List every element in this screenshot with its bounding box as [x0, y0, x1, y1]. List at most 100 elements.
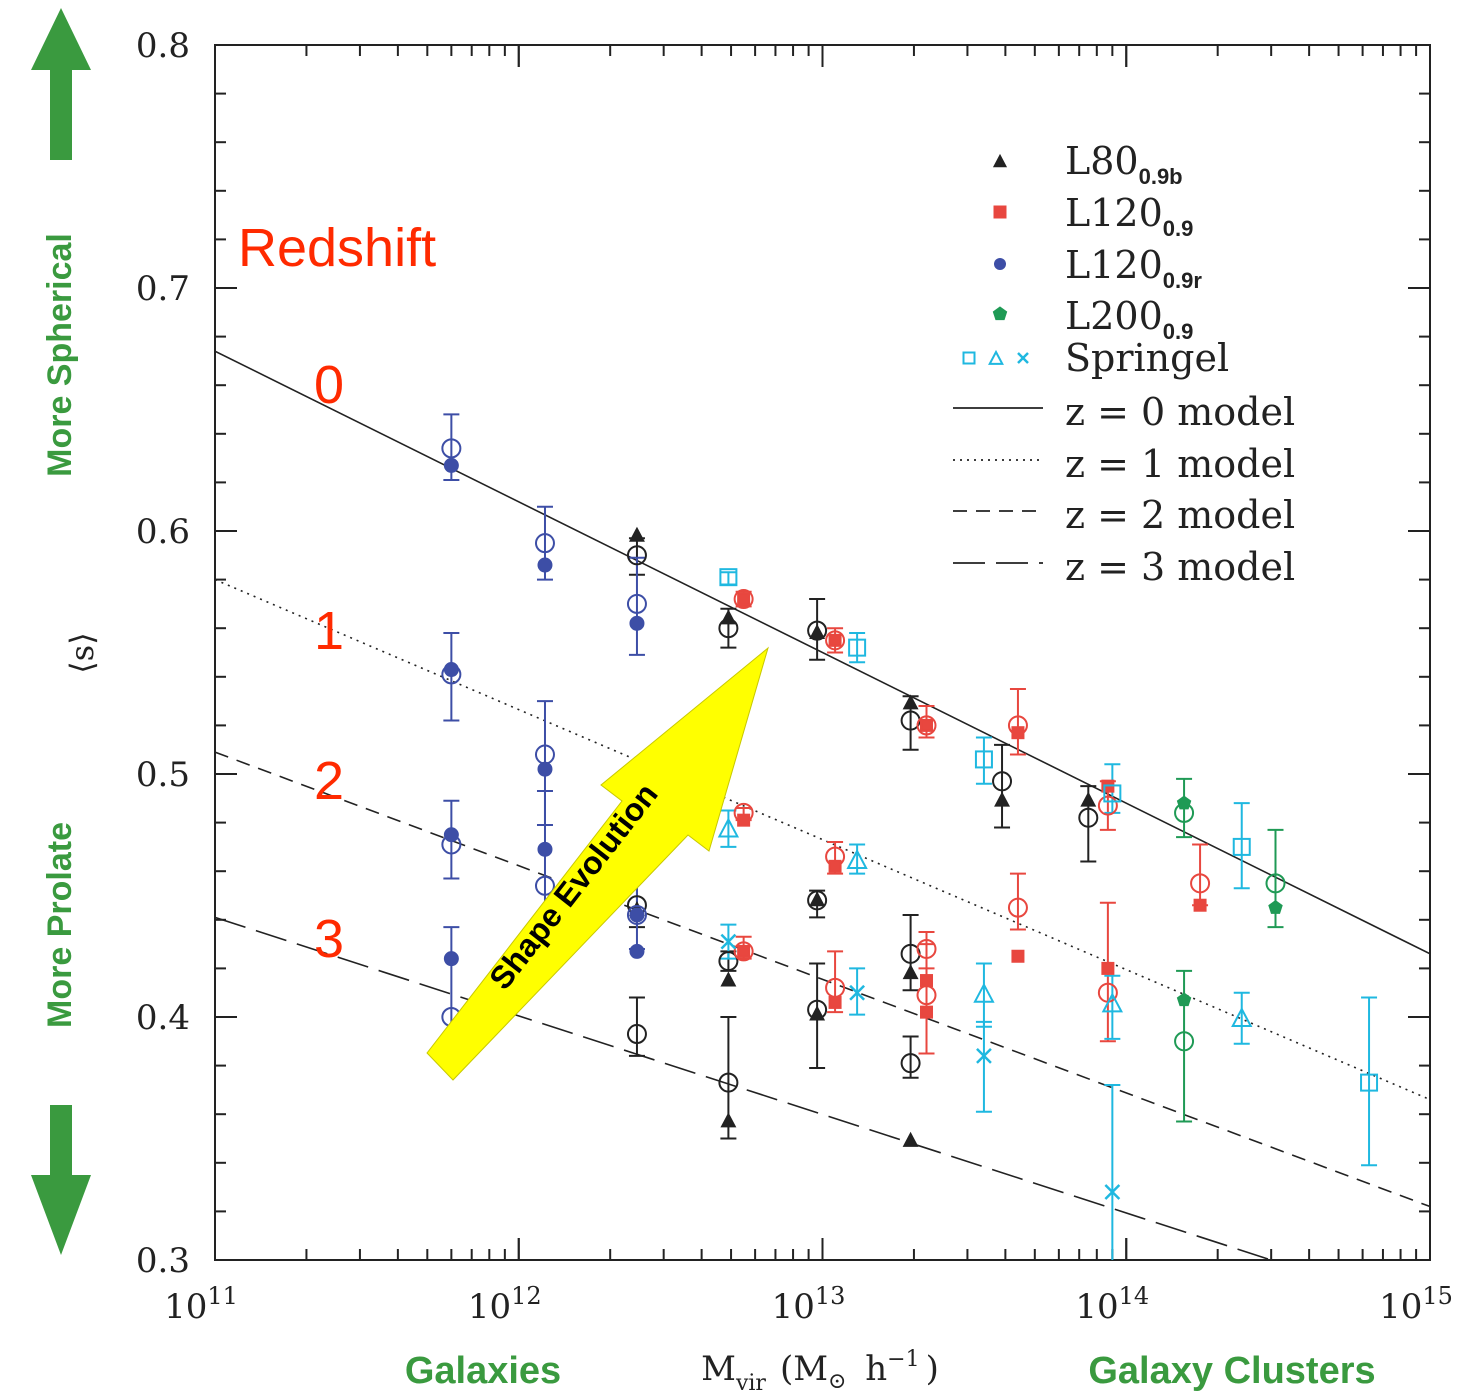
x-tick-labels: 1011 1012 1013 1014 1015 — [164, 1282, 1453, 1327]
l80-point — [902, 964, 919, 980]
cross-stroke — [720, 933, 737, 950]
l120-point — [920, 718, 934, 732]
y-axis-label: ⟨s⟩ — [63, 632, 101, 673]
legend-sub: 0.9r — [1163, 268, 1203, 293]
open-circle-point — [733, 941, 754, 962]
open-circle-point — [1078, 807, 1099, 828]
x-tick-exp: 11 — [207, 1282, 238, 1310]
l120-point — [1193, 898, 1207, 912]
l120r-point — [629, 943, 645, 959]
springel-square-point — [1103, 784, 1122, 803]
l80-point — [720, 609, 737, 625]
l80-point — [809, 891, 826, 907]
x-axis-label-h-exp: −1 — [887, 1347, 919, 1372]
l120-point — [828, 859, 842, 873]
l80-point — [720, 1112, 737, 1128]
legend-name: z = 2 model — [1065, 493, 1295, 537]
cross-stroke — [1017, 352, 1029, 364]
legend-name: z = 1 model — [1065, 442, 1295, 486]
x-tick-exp: 14 — [1119, 1282, 1150, 1310]
l200-point — [1268, 900, 1283, 914]
l120-point — [1011, 949, 1025, 963]
more-spherical-arrow-icon — [31, 8, 91, 160]
x-axis-label-m: M — [701, 1349, 736, 1389]
legend-marker — [992, 306, 1008, 321]
x-tick-exp: 13 — [815, 1282, 846, 1310]
open-circle-point — [807, 620, 828, 641]
legend-name: L120 — [1065, 191, 1163, 235]
legend-name: Springel — [1065, 336, 1229, 380]
open-circle-point — [900, 1053, 921, 1074]
x-axis-label-close: ) — [926, 1349, 939, 1389]
legend-entry: z = 1 model — [953, 442, 1295, 486]
springel-triangle-point — [973, 982, 995, 1003]
y-tick-label: 0.3 — [136, 1241, 190, 1281]
l120-point — [828, 995, 842, 1009]
l120-point — [828, 633, 842, 647]
legend-marker-cross — [1017, 352, 1029, 364]
open-circle-point — [916, 715, 937, 736]
cross-stroke — [976, 1047, 992, 1064]
legend-name: z = 0 model — [1065, 390, 1295, 434]
open-circle-point — [626, 1024, 647, 1045]
l120r-point — [537, 761, 553, 777]
legend-label: L1200.9 — [1065, 191, 1193, 241]
open-circle-point — [441, 438, 462, 459]
redshift-title: Redshift — [238, 218, 436, 278]
x-tick-label: 1011 — [164, 1282, 238, 1327]
l80-point — [809, 623, 826, 639]
springel-triangle-point — [717, 817, 740, 838]
open-circle-point — [626, 593, 647, 614]
x-tick-base: 10 — [1379, 1287, 1422, 1327]
x-axis-label-h: h — [854, 1349, 887, 1389]
springel-cross-point — [976, 1047, 992, 1064]
open-circle-point — [1265, 873, 1286, 894]
redshift-label-3: 3 — [314, 909, 344, 969]
open-circle-point — [626, 545, 647, 566]
legend-label: Springel — [1065, 336, 1229, 380]
open-circle-point — [733, 589, 754, 610]
legend-name: L120 — [1065, 243, 1163, 287]
springel-cross-point — [1104, 1184, 1121, 1200]
l80-point — [1080, 791, 1097, 807]
legend-label: L2000.9 — [1065, 294, 1193, 344]
more-spherical-label: More Spherical — [41, 233, 79, 477]
cross-stroke — [849, 984, 865, 1001]
y-tick-label: 0.4 — [136, 998, 190, 1038]
model-line — [215, 916, 1272, 1260]
x-axis-label: Mvir (M⊙ h−1) — [701, 1347, 939, 1395]
legend-entry: z = 0 model — [953, 390, 1295, 434]
x-tick-label: 1012 — [468, 1282, 542, 1327]
l120-point — [920, 1005, 934, 1019]
l120-point — [920, 974, 934, 988]
axis-ticks — [214, 44, 1431, 1261]
model-lines — [215, 350, 1430, 1260]
open-circle-point — [825, 630, 846, 651]
legend-entry: z = 2 model — [953, 493, 1295, 537]
y-tick-label: 0.7 — [136, 269, 190, 309]
open-circle-point — [992, 771, 1013, 792]
l120-point — [737, 944, 751, 958]
l80-point — [994, 791, 1010, 807]
legend-marker — [993, 205, 1007, 219]
legend-label: z = 2 model — [1065, 493, 1295, 537]
legend-name: L80 — [1065, 139, 1139, 183]
legend-label: z = 1 model — [1065, 442, 1295, 486]
springel-square-point — [848, 638, 867, 657]
legend-entry: L1200.9 — [993, 191, 1193, 241]
open-circle-point — [1174, 1031, 1195, 1052]
l120-point — [737, 592, 751, 606]
open-circle-point — [626, 904, 647, 925]
redshift-label-1: 1 — [314, 601, 344, 661]
l120r-point — [443, 827, 459, 843]
l120r-point — [443, 457, 459, 473]
x-tick-base: 10 — [772, 1287, 815, 1327]
legend-sub: 0.9b — [1139, 164, 1183, 189]
l80-point — [628, 526, 645, 542]
x-tick-base: 10 — [1075, 1287, 1118, 1327]
legend-label: L1200.9r — [1065, 243, 1202, 293]
legend-name: z = 3 model — [1065, 545, 1295, 589]
open-circle-point — [718, 1072, 739, 1093]
springel-cross-point — [849, 984, 865, 1001]
